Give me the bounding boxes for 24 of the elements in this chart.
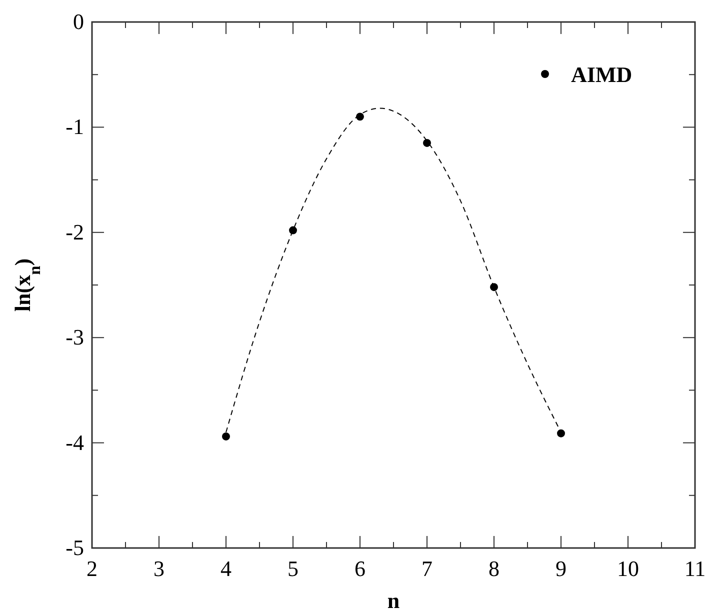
y-tick-label: -2 [66, 219, 84, 244]
legend-label: AIMD [571, 62, 632, 87]
y-tick-label: -5 [66, 535, 84, 560]
point [557, 429, 565, 438]
point [222, 432, 230, 440]
y-tick-label: -4 [66, 430, 84, 455]
y-tick-label: -1 [66, 114, 84, 140]
x-tick-label: 3 [154, 556, 164, 581]
x-tick-label: 7 [422, 556, 432, 581]
y-tick-label: -3 [66, 324, 84, 350]
point [289, 226, 297, 234]
x-tick-label: 2 [86, 556, 98, 581]
x-axis-title: n [387, 588, 400, 613]
point [490, 283, 498, 292]
x-tick-label: 10 [617, 556, 639, 581]
x-tick-label: 4 [220, 556, 232, 581]
y-tick-label: 0 [73, 9, 84, 34]
point [356, 112, 364, 121]
point [423, 139, 431, 147]
x-tick-label: 9 [556, 556, 566, 581]
x-tick-label: 5 [288, 556, 298, 581]
x-tick-label: 11 [684, 556, 706, 581]
x-tick-label: 8 [488, 556, 500, 581]
x-tick-label: 6 [354, 556, 366, 581]
